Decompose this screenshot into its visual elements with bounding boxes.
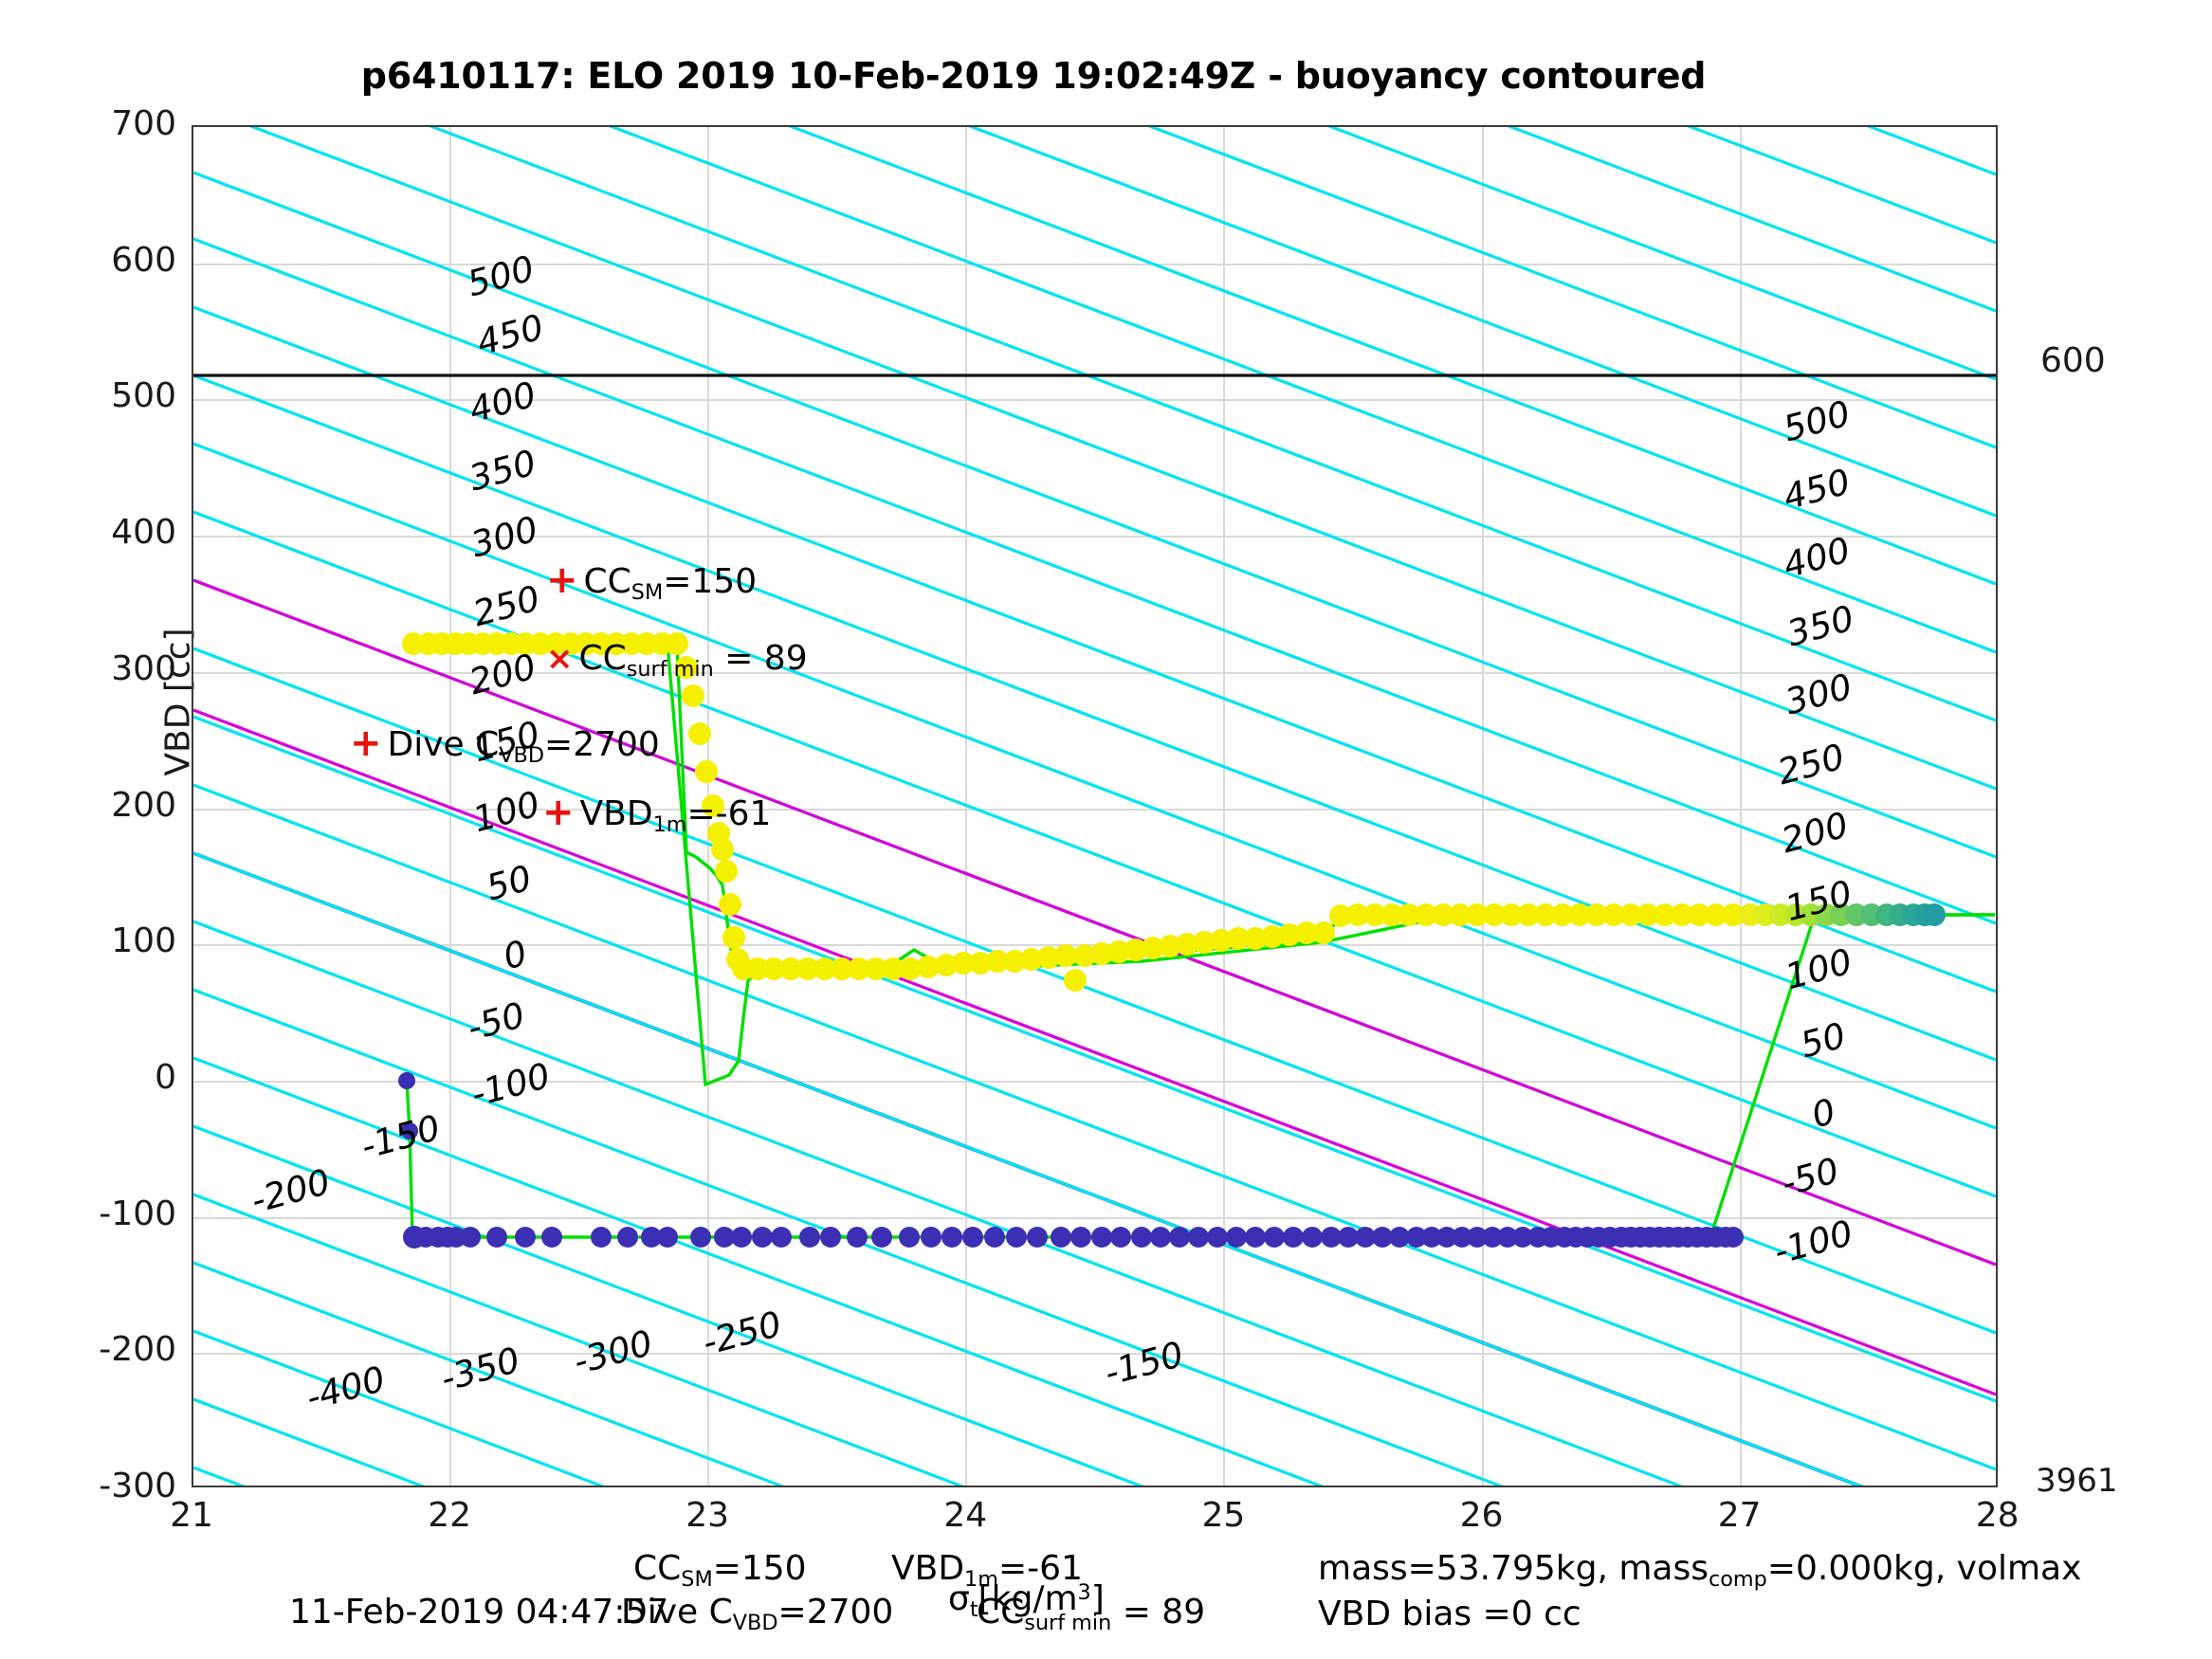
x-tick: 27 [1717,1496,1762,1535]
gridline-horizontal [193,399,1996,402]
contour-label-600-right: 600 [2040,341,2106,380]
y-tick: -200 [99,1330,176,1370]
gridline-vertical [1223,127,1226,1486]
footer-vbd-bias: VBD bias =0 cc [1318,1595,1581,1633]
x-tick: 22 [428,1496,471,1535]
annotation-dive-cvbd-label: Dive CVBD=2700 [387,725,660,769]
y-tick: 400 [111,513,176,553]
x-axis-title: σt[kg/m3] [948,1579,1105,1623]
plus-marker-icon: + [542,791,575,834]
x-tick: 23 [686,1496,730,1535]
y-tick: 600 [111,240,176,280]
footer-mass: mass=53.795kg, masscomp=0.000kg, volmax [1318,1549,2082,1593]
footer-cc-sm: CCSM=150 [633,1549,807,1593]
annotation-cc-sm-label: CCSM=150 [583,562,758,606]
y-tick: -300 [99,1467,176,1505]
annotation-cc-surf-min: × CCsurf min = 89 [546,639,808,682]
footer-dive-cvbd: Dive CVBD=2700 [621,1593,894,1636]
footer-timestamp: 11-Feb-2019 04:47:57 [289,1593,669,1632]
plot-area: .cy{stroke:#00e5ee;stroke-width:3.2;fill… [192,125,1998,1487]
gridline-vertical [1739,127,1742,1486]
gridline-horizontal [193,1080,1996,1083]
x-tick: 26 [1459,1496,1504,1535]
annotation-cc-surf-min-label: CCsurf min = 89 [578,639,808,683]
annotation-vbd-1m: + VBD1m=-61 [542,791,771,837]
y-tick: 0 [155,1057,176,1097]
gridline-horizontal [193,1353,1996,1356]
descent-points [398,1072,1744,1249]
x-tick: 24 [943,1496,988,1535]
y-tick: 200 [111,785,176,825]
gridline-horizontal [193,536,1996,538]
annotation-dive-cvbd: + Dive CVBD=2700 [350,721,660,768]
ascent-points [402,632,1745,992]
point-count-label: 3961 [2036,1462,2118,1500]
plus-marker-icon: + [546,558,578,602]
x-tick: 21 [170,1496,213,1535]
gridline-horizontal [193,808,1996,811]
footer-cc-surf-min: CCsurf min = 89 [977,1593,1206,1636]
annotation-vbd-1m-label: VBD1m=-61 [579,794,772,838]
data-points [398,632,1946,1249]
ascent-points-coloured-tail [1739,903,1946,926]
x-tick: 25 [1201,1496,1246,1535]
gridline-vertical [1481,127,1484,1486]
gridline-horizontal [193,263,1996,265]
y-tick: 100 [111,921,176,961]
y-tick: 300 [111,648,176,688]
footer-vbd-1m: VBD1m=-61 [891,1549,1083,1593]
page-title: p6410117: ELO 2019 10-Feb-2019 19:02:49Z… [360,55,1707,97]
gridline-horizontal [193,1216,1996,1219]
x-tick: 28 [1975,1496,2020,1535]
gridline-horizontal [193,671,1996,674]
cross-marker-icon: × [546,640,574,678]
plus-marker-icon: + [350,721,382,765]
annotation-cc-sm: + CCSM=150 [546,558,757,605]
y-tick: 500 [111,376,176,416]
y-tick: -100 [99,1194,176,1233]
y-tick: 700 [111,104,176,143]
